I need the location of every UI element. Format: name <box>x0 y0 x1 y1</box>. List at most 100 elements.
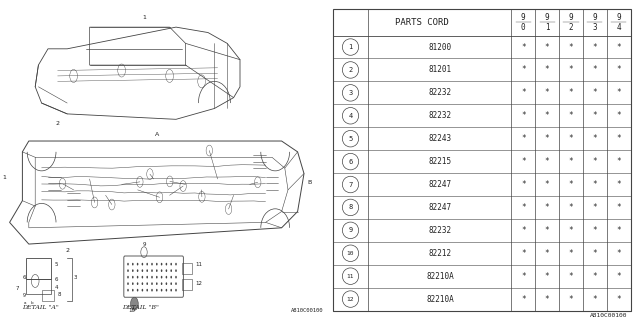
Text: *: * <box>545 249 550 258</box>
Text: *: * <box>593 88 597 97</box>
Text: *: * <box>593 249 597 258</box>
Circle shape <box>161 269 163 272</box>
Circle shape <box>127 282 129 285</box>
Text: 82215: 82215 <box>428 157 451 166</box>
Text: *: * <box>593 66 597 75</box>
Text: 3: 3 <box>593 23 597 32</box>
Circle shape <box>137 269 138 272</box>
Circle shape <box>170 282 172 285</box>
Text: 9: 9 <box>616 13 621 22</box>
Text: *: * <box>545 111 550 120</box>
Text: *: * <box>569 180 573 189</box>
Text: *: * <box>593 157 597 166</box>
Text: 82232: 82232 <box>428 226 451 235</box>
Circle shape <box>151 263 153 266</box>
Text: *: * <box>521 157 525 166</box>
Text: *: * <box>593 43 597 52</box>
Text: 1: 1 <box>142 15 146 20</box>
Circle shape <box>166 289 167 292</box>
Text: 0: 0 <box>521 23 525 32</box>
Circle shape <box>132 276 134 278</box>
Text: *: * <box>545 180 550 189</box>
Text: *: * <box>616 157 621 166</box>
Text: 6: 6 <box>22 275 26 280</box>
Text: 1: 1 <box>3 175 6 180</box>
Text: 82247: 82247 <box>428 180 451 189</box>
Text: a: a <box>24 301 26 305</box>
Text: *: * <box>616 226 621 235</box>
Circle shape <box>147 282 148 285</box>
Text: 7: 7 <box>348 181 353 188</box>
Text: 1: 1 <box>545 23 550 32</box>
Circle shape <box>166 269 167 272</box>
Text: *: * <box>545 272 550 281</box>
Text: 4: 4 <box>348 113 353 119</box>
Text: 10: 10 <box>128 308 135 313</box>
Text: 6: 6 <box>348 159 353 164</box>
Circle shape <box>170 269 172 272</box>
Text: 4: 4 <box>616 23 621 32</box>
Circle shape <box>137 276 138 278</box>
Text: *: * <box>521 203 525 212</box>
Text: *: * <box>569 111 573 120</box>
Text: *: * <box>616 203 621 212</box>
Circle shape <box>137 289 138 292</box>
Text: 7: 7 <box>16 286 19 291</box>
Text: 10: 10 <box>347 251 355 256</box>
Bar <box>182 279 192 290</box>
Circle shape <box>151 276 153 278</box>
Text: *: * <box>521 134 525 143</box>
Text: 1: 1 <box>348 44 353 50</box>
Circle shape <box>141 263 143 266</box>
Text: A810C00100: A810C00100 <box>291 308 323 313</box>
Text: 9: 9 <box>521 13 525 22</box>
Circle shape <box>132 263 134 266</box>
Text: 2: 2 <box>65 248 69 253</box>
Text: B: B <box>307 180 312 185</box>
Circle shape <box>147 276 148 278</box>
Text: 2: 2 <box>569 23 573 32</box>
Circle shape <box>175 276 177 278</box>
Text: *: * <box>521 66 525 75</box>
Text: *: * <box>616 88 621 97</box>
Circle shape <box>151 269 153 272</box>
Text: *: * <box>616 43 621 52</box>
Circle shape <box>156 263 157 266</box>
Text: *: * <box>521 226 525 235</box>
Text: *: * <box>616 134 621 143</box>
Circle shape <box>166 276 167 278</box>
Circle shape <box>137 282 138 285</box>
Circle shape <box>132 289 134 292</box>
Text: *: * <box>569 272 573 281</box>
Circle shape <box>156 282 157 285</box>
Text: 5: 5 <box>348 136 353 142</box>
Circle shape <box>156 289 157 292</box>
Circle shape <box>131 297 138 310</box>
Text: *: * <box>521 249 525 258</box>
Text: 3: 3 <box>348 90 353 96</box>
Text: *: * <box>569 249 573 258</box>
Text: *: * <box>545 157 550 166</box>
Text: DETAIL "A": DETAIL "A" <box>22 305 59 310</box>
Circle shape <box>132 282 134 285</box>
Text: *: * <box>521 295 525 304</box>
Text: *: * <box>545 226 550 235</box>
Text: 3: 3 <box>74 275 77 280</box>
Text: *: * <box>569 88 573 97</box>
Circle shape <box>127 263 129 266</box>
Text: 12: 12 <box>195 281 202 286</box>
Text: 4: 4 <box>54 284 58 290</box>
Bar <box>182 263 192 274</box>
Text: 81201: 81201 <box>428 66 451 75</box>
Circle shape <box>170 263 172 266</box>
Text: 82243: 82243 <box>428 134 451 143</box>
Circle shape <box>127 276 129 278</box>
Text: 8: 8 <box>58 292 61 297</box>
Text: *: * <box>616 249 621 258</box>
Text: b: b <box>31 301 33 305</box>
Text: 9: 9 <box>22 293 26 298</box>
Text: *: * <box>569 295 573 304</box>
Circle shape <box>166 282 167 285</box>
Text: *: * <box>593 203 597 212</box>
Circle shape <box>175 282 177 285</box>
